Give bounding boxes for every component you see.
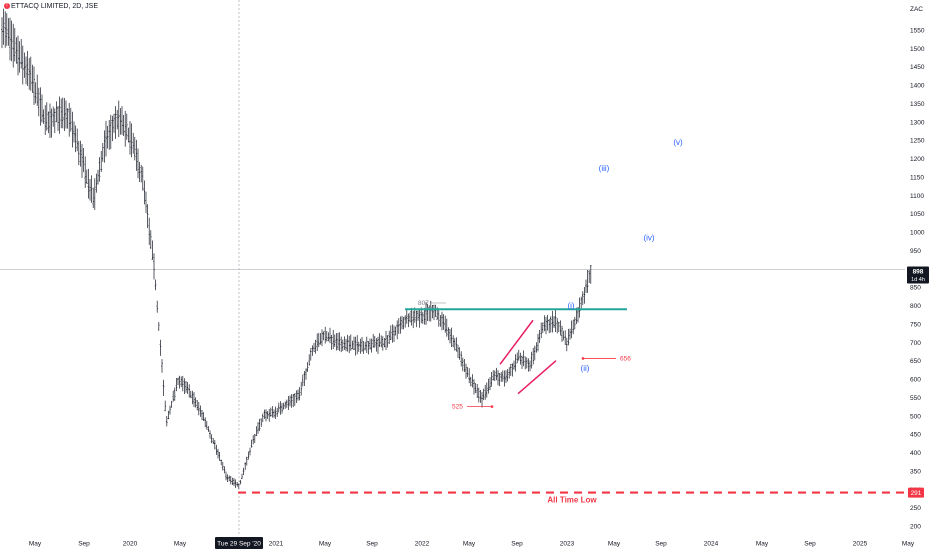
symbol-title: ! ETTACQ LIMITED, 2D, JSE <box>4 3 98 10</box>
y-tick-label: 450 <box>910 432 921 439</box>
annotation-656-dot <box>581 357 585 360</box>
crosshair-date-label: Tue 29 Sep '20 <box>217 541 261 548</box>
ath-price-badge-label: 291 <box>911 490 922 497</box>
y-tick-label: 1550 <box>910 28 925 35</box>
annotation-525-dot <box>490 405 494 408</box>
y-tick-label: 350 <box>910 468 921 475</box>
x-tick-label: 2022 <box>415 541 430 548</box>
x-tick-label: 2025 <box>853 541 868 548</box>
x-tick-label: May <box>463 541 476 548</box>
y-tick-label: 1450 <box>910 64 925 71</box>
all-time-low-text: All Time Low <box>547 496 597 505</box>
y-tick-label: 750 <box>910 321 921 328</box>
wave-label: (i) <box>567 302 574 311</box>
wave-label: (ii) <box>581 364 590 373</box>
crosshair-date-box <box>215 537 263 549</box>
x-tick-label: Sep <box>78 541 90 548</box>
x-tick-label: May <box>29 541 42 548</box>
y-tick-label: 1300 <box>910 119 925 126</box>
y-tick-label: 600 <box>910 377 921 384</box>
y-tick-label: 250 <box>910 505 921 512</box>
warning-icon: ! <box>4 3 10 10</box>
y-tick-label: 1250 <box>910 138 925 145</box>
y-tick-label: 950 <box>910 248 921 255</box>
last-price-badge <box>907 266 929 284</box>
last-price-countdown: 1d 4h <box>911 277 925 283</box>
y-tick-label: 700 <box>910 340 921 347</box>
y-tick-label: 1100 <box>910 193 924 200</box>
annotation-807-label: 807 <box>418 300 429 307</box>
y-tick-label: 850 <box>910 285 921 292</box>
y-tick-label: 400 <box>910 450 921 457</box>
ath-price-badge <box>908 487 924 498</box>
x-tick-label: May <box>319 541 332 548</box>
x-tick-label: Sep <box>366 541 378 548</box>
x-tick-label: May <box>756 541 769 548</box>
symbol-title-text: ETTACQ LIMITED, 2D, JSE <box>11 3 98 10</box>
y-tick-label: 800 <box>910 303 921 310</box>
x-tick-label: Sep <box>655 541 667 548</box>
wave-label: (iii) <box>599 164 610 173</box>
x-tick-label: May <box>902 541 915 548</box>
x-tick-label: 2021 <box>269 541 284 548</box>
y-tick-label: 1050 <box>910 211 925 218</box>
wave-label: (v) <box>673 138 683 147</box>
x-tick-label: 2023 <box>560 541 575 548</box>
x-tick-label: Sep <box>511 541 523 548</box>
x-tick-label: 2024 <box>704 541 719 548</box>
y-tick-label: 1400 <box>910 83 925 90</box>
y-tick-label: 1350 <box>910 101 925 108</box>
y-tick-label: 1150 <box>910 174 924 181</box>
annotation-525-label: 525 <box>452 404 463 411</box>
last-price-label: 898 <box>913 269 924 276</box>
channel-upper-line[interactable] <box>499 319 534 365</box>
y-tick-label: 1500 <box>910 46 925 53</box>
y-tick-label: 200 <box>910 524 921 531</box>
x-tick-label: Sep <box>804 541 816 548</box>
y-tick-label: 650 <box>910 358 921 365</box>
wave-label: (iv) <box>643 234 654 243</box>
currency-label: ZAC <box>910 6 923 13</box>
y-tick-label: 550 <box>910 395 921 402</box>
x-tick-label: May <box>608 541 621 548</box>
x-tick-label: 2020 <box>123 541 138 548</box>
x-tick-label: May <box>174 541 187 548</box>
channel-lower-line[interactable] <box>517 360 557 395</box>
y-tick-label: 1000 <box>910 230 925 237</box>
annotation-656-label: 656 <box>620 355 631 362</box>
y-tick-label: 500 <box>910 413 921 420</box>
y-tick-label: 1200 <box>910 156 925 163</box>
